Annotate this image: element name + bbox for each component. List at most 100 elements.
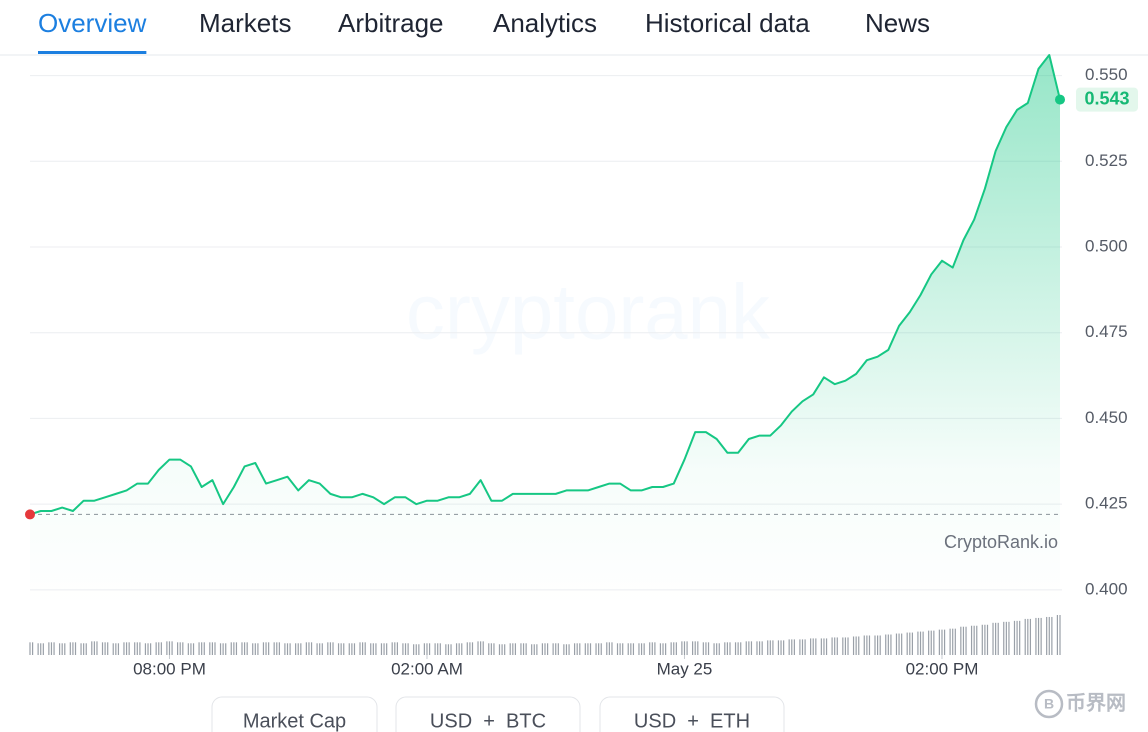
volume-bar [632, 643, 635, 655]
volume-bar [96, 641, 98, 655]
volume-bar [724, 642, 726, 655]
tab[interactable]: Arbitrage [338, 8, 444, 38]
volume-bar [104, 642, 106, 655]
volume-bar [488, 643, 490, 655]
tab[interactable]: News [865, 8, 930, 38]
button[interactable] [599, 696, 785, 732]
volume-bar [573, 643, 576, 655]
volume-bar [179, 642, 181, 655]
button-row: Market Cap USD + BTC USD + ETH [211, 696, 785, 732]
volume-bar [734, 642, 737, 655]
volume-bar [1056, 615, 1058, 655]
volume-bar [222, 643, 224, 655]
volume-bar [198, 642, 200, 655]
volume-bar [1046, 616, 1048, 655]
volume-bar [69, 642, 71, 655]
volume-bar [461, 643, 463, 655]
volume-bar [651, 642, 653, 655]
volume-bar [804, 639, 806, 655]
volume-bar [917, 631, 919, 655]
volume-bar [879, 635, 881, 655]
tab-underline [38, 51, 147, 54]
volume-bar [874, 635, 876, 655]
volume-bar [842, 637, 844, 655]
volume-bar [726, 642, 728, 655]
volume-bar [490, 643, 492, 655]
x-tick-label: 02:00 AM [391, 659, 463, 678]
tab[interactable]: Overview [38, 8, 147, 38]
volume-bar [619, 643, 621, 655]
volume-bar [1016, 620, 1018, 655]
x-tick-label: 02:00 PM [906, 659, 979, 678]
volume-bar [750, 641, 753, 655]
volume-bar [276, 642, 278, 655]
volume-bar [930, 630, 932, 655]
volume-bar [616, 643, 619, 655]
volume-bar [1005, 621, 1007, 655]
volume-bar [423, 643, 425, 655]
volume-bar [815, 638, 817, 655]
volume-bar [321, 643, 323, 655]
volume-bar [788, 639, 790, 655]
volume-bar [123, 642, 125, 655]
volume-bar [168, 641, 171, 655]
volume-bar [273, 642, 275, 655]
volume-bar [952, 628, 954, 655]
volume-bar [428, 643, 431, 655]
button[interactable] [395, 696, 581, 732]
volume-bar [509, 643, 511, 655]
volume-bar [450, 644, 452, 655]
volume-bar [697, 641, 699, 655]
volume-bar [1027, 618, 1029, 655]
tab[interactable]: Markets [199, 8, 291, 38]
volume-bar [673, 642, 675, 655]
volume-bar [316, 643, 318, 655]
volume-bar [981, 624, 983, 655]
volume-bar [477, 641, 479, 655]
volume-bar [885, 634, 887, 655]
volume-bar [295, 643, 297, 655]
volume-bar [810, 638, 812, 655]
volume-bar [340, 643, 342, 655]
volume-bar [563, 644, 565, 655]
volume-bar [943, 629, 946, 655]
button[interactable] [211, 696, 378, 732]
tab[interactable]: Historical data [645, 8, 810, 38]
volume-bar [949, 628, 951, 655]
volume-bar [552, 643, 554, 655]
volume-bar [1051, 616, 1053, 655]
volume-bar [659, 643, 662, 655]
volume-bar [386, 643, 388, 655]
volume-bar [158, 642, 160, 655]
volume-bar [683, 641, 686, 655]
volume-bar [64, 643, 66, 655]
volume-bar [686, 641, 688, 655]
volume-bar [305, 642, 307, 655]
volume-bar [115, 643, 117, 655]
volume-bar [83, 643, 85, 655]
volume-bar [117, 643, 120, 655]
volume-bar [308, 642, 310, 655]
volume-bar [595, 643, 597, 655]
volume-bar [372, 643, 374, 655]
volume-bar [748, 641, 750, 655]
volume-bar [1048, 616, 1050, 655]
volume-bar [895, 633, 898, 655]
volume-bar [1024, 618, 1026, 655]
volume-bar [640, 643, 643, 655]
source-label: CryptoRank.io [944, 532, 1058, 552]
volume-bar [469, 642, 471, 655]
button-label: USD + ETH [634, 710, 750, 732]
volume-bar [834, 637, 836, 655]
volume-bar [1013, 620, 1016, 655]
volume-bar [125, 642, 128, 655]
volume-bar [80, 643, 82, 655]
volume-bar [622, 643, 624, 655]
volume-bar [777, 640, 780, 655]
volume-bar [576, 643, 578, 655]
volume-bar [565, 644, 568, 655]
volume-bar [337, 643, 340, 655]
volume-bar [855, 636, 857, 655]
volume-bar [201, 642, 203, 655]
tab[interactable]: Analytics [493, 8, 597, 38]
